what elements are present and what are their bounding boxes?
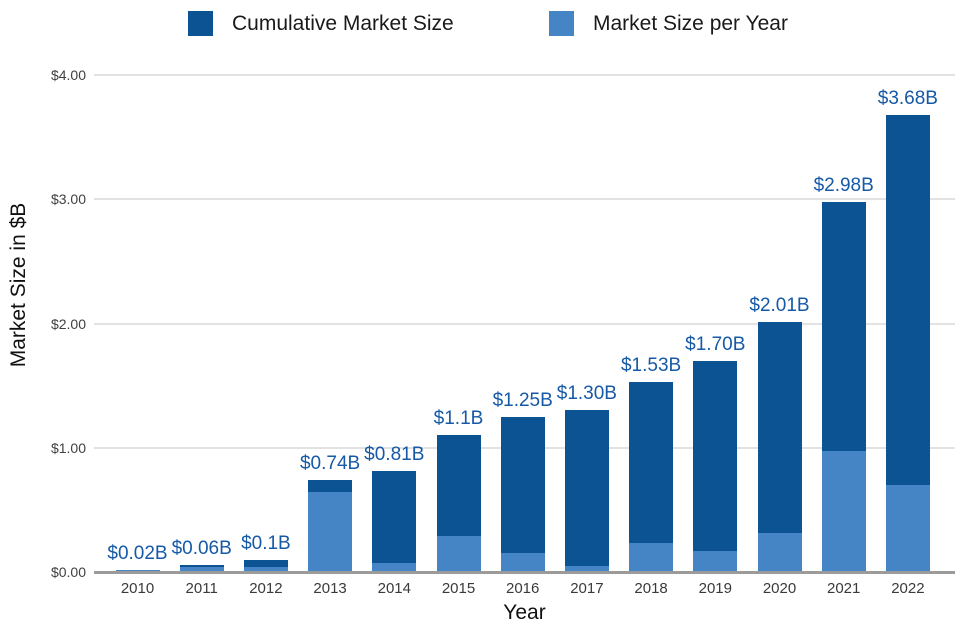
x-tick-2010: 2010 — [120, 580, 155, 597]
gridline-$3.00 — [94, 198, 955, 201]
bar-value-label-2019: $1.70B — [685, 333, 746, 355]
x-tick-2014: 2014 — [377, 580, 411, 597]
x-tick-2020: 2020 — [762, 580, 797, 597]
bar-2016-cumulative — [500, 416, 545, 572]
y-tick-$4.00: $4.00 — [50, 67, 86, 83]
x-tick-2012: 2012 — [249, 580, 283, 597]
legend-item-cumulative-market-size: Cumulative Market Size — [188, 11, 454, 36]
x-tick-2011: 2011 — [185, 580, 218, 597]
y-tick-$0.00: $0.00 — [50, 564, 86, 580]
bar-2019-per-year — [693, 550, 738, 572]
bar-2010-per-year — [115, 569, 160, 572]
bar-2020-per-year — [757, 533, 802, 572]
gridline-$2.00 — [94, 322, 955, 325]
legend-item-market-size-per-year: Market Size per Year — [549, 11, 788, 36]
bar-2014-cumulative — [372, 471, 417, 572]
y-tick-$3.00: $3.00 — [50, 191, 86, 208]
bar-value-label-2017: $1.30B — [556, 383, 617, 405]
gridline-$4.00 — [94, 74, 955, 76]
y-tick-$2.00: $2.00 — [50, 315, 86, 332]
bar-value-label-2013: $0.74B — [299, 453, 361, 475]
bar-value-label-2014: $0.81B — [364, 444, 425, 466]
x-tick-2017: 2017 — [570, 580, 604, 597]
x-tick-2018: 2018 — [634, 580, 668, 597]
bar-2016-per-year — [500, 553, 545, 572]
x-tick-2022: 2022 — [891, 580, 925, 597]
bar-2022-per-year — [885, 485, 930, 572]
bar-value-label-2016: $1.25B — [492, 389, 553, 411]
x-tick-2015: 2015 — [441, 580, 476, 597]
x-tick-2013: 2013 — [313, 580, 347, 597]
x-tick-2019: 2019 — [698, 580, 732, 597]
bar-value-label-2022: $3.68B — [877, 87, 938, 109]
bar-2020-cumulative — [757, 322, 802, 572]
bar-2018-per-year — [629, 543, 674, 572]
legend-swatch-per-year-icon — [549, 11, 574, 36]
legend-label-cumulative: Cumulative Market Size — [232, 11, 454, 35]
bar-2011-per-year — [179, 567, 224, 572]
bar-value-label-2018: $1.53B — [620, 354, 682, 376]
bar-value-label-2010: $0.02B — [107, 542, 168, 564]
bar-value-label-2015: $1.1B — [433, 408, 484, 430]
x-tick-2021: 2021 — [827, 580, 861, 597]
bar-value-label-2012: $0.1B — [241, 532, 291, 554]
bar-2013-per-year — [308, 492, 353, 572]
legend-swatch-cumulative-icon — [188, 11, 213, 36]
bar-2017-per-year — [564, 565, 609, 572]
y-tick-$1.00: $1.00 — [50, 439, 86, 456]
bar-2015-per-year — [436, 535, 481, 572]
bar-value-label-2021: $2.98B — [813, 174, 874, 196]
bar-2018-cumulative — [629, 381, 674, 572]
legend-label-per-year: Market Size per Year — [593, 11, 788, 35]
x-axis-title: Year — [503, 601, 546, 624]
bar-2021-per-year — [821, 451, 866, 572]
x-axis-line — [94, 571, 955, 574]
bar-value-label-2011: $0.06B — [171, 537, 232, 559]
bar-2014-per-year — [372, 563, 417, 572]
bar-2017-cumulative — [564, 410, 609, 572]
bar-2019-cumulative — [693, 360, 738, 572]
x-tick-2016: 2016 — [506, 580, 540, 597]
bar-value-label-2020: $2.01B — [749, 295, 810, 317]
bar-2012-per-year — [243, 567, 288, 572]
